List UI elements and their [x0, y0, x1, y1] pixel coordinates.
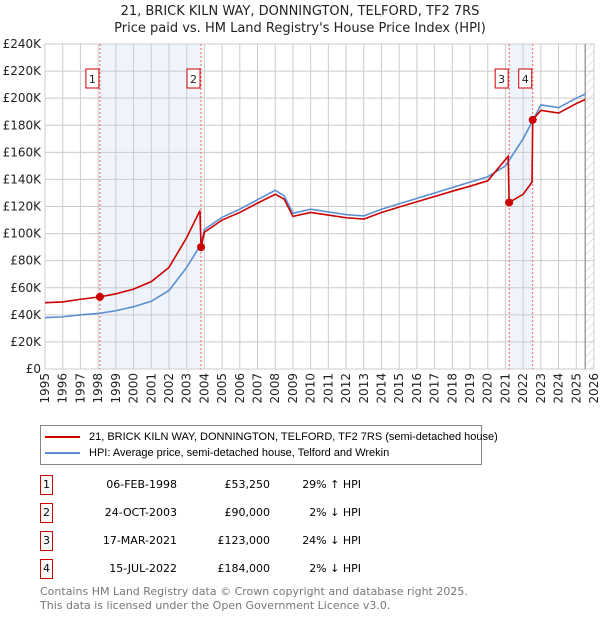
x-tick-label: 2010 [304, 373, 318, 404]
sale-label-box [85, 68, 100, 89]
sale-label-box [518, 68, 533, 89]
y-tick-label: £240K [3, 37, 43, 51]
x-tick-label: 2008 [268, 373, 282, 404]
sale-label-box [186, 68, 201, 89]
y-tick-label: £180K [3, 118, 43, 132]
sale-row: 3 17-MAR-2021 £123,000 24% ↓ HPI [40, 531, 440, 553]
footer-line-2: This data is licensed under the Open Gov… [40, 599, 391, 612]
x-tick-label: 2014 [374, 373, 388, 404]
x-tick-label: 2012 [339, 373, 353, 404]
sale-label: 2 [190, 73, 197, 86]
sale-price: £90,000 [224, 506, 271, 519]
y-tick-label: £160K [3, 145, 43, 159]
y-tick-label: £200K [3, 91, 43, 105]
x-tick-label: 2004 [197, 373, 211, 404]
y-tick-label: £80K [10, 254, 42, 268]
x-tick-label: 2024 [552, 373, 566, 404]
sale-row: 1 06-FEB-1998 £53,250 29% ↑ HPI [40, 475, 440, 497]
price-chart: £0 £20K £40K £60K £80K £100K £120K £140K £160K £1… [3, 37, 600, 404]
sale-label: 4 [522, 73, 529, 86]
sale-point [528, 115, 537, 124]
sale-hpi-diff: 29% ↑ HPI [302, 478, 361, 491]
x-tick-label: 2001 [144, 373, 158, 404]
sale-label: 1 [89, 73, 96, 86]
x-tick-label: 1995 [38, 373, 52, 404]
x-tick-label: 1997 [73, 373, 87, 404]
y-tick-label: £20K [10, 335, 42, 349]
legend-blue-line [45, 452, 80, 454]
y-tick-label: £60K [10, 281, 42, 295]
sale-date: 17-MAR-2021 [102, 534, 177, 547]
x-tick-label: 2019 [463, 373, 477, 404]
sale-marker: 1 [40, 475, 53, 495]
sale-hpi-diff: 2% ↓ HPI [309, 562, 361, 575]
sale-date: 06-FEB-1998 [106, 478, 177, 491]
sale-price: £123,000 [217, 534, 271, 547]
x-tick-label: 2025 [569, 373, 583, 404]
legend-property: 21, BRICK KILN WAY, DONNINGTON, TELFORD,… [89, 431, 498, 443]
legend-red-line [45, 436, 80, 438]
sale-price: £184,000 [217, 562, 271, 575]
sale-label-box [494, 68, 509, 89]
x-tick-label: 2016 [410, 373, 424, 404]
legend-hpi: HPI: Average price, semi-detached house,… [89, 447, 390, 459]
sale-price: £53,250 [224, 478, 271, 491]
sale-row: 4 15-JUL-2022 £184,000 2% ↓ HPI [40, 559, 440, 581]
x-tick-label: 2023 [534, 373, 548, 404]
x-tick-label: 2006 [233, 373, 247, 404]
footer-line-1: Contains HM Land Registry data © Crown c… [40, 585, 468, 598]
x-tick-label: 2021 [498, 373, 512, 404]
sale-hpi-diff: 2% ↓ HPI [309, 506, 361, 519]
legend: 21, BRICK KILN WAY, DONNINGTON, TELFORD,… [40, 425, 498, 465]
x-tick-label: 1996 [56, 373, 70, 404]
x-tick-label: 1999 [109, 373, 123, 404]
sale-date: 15-JUL-2022 [109, 562, 177, 575]
property-line [44, 98, 586, 304]
x-tick-label: 2013 [357, 373, 371, 404]
y-tick-label: £100K [3, 227, 43, 241]
x-tick-label: 2007 [251, 373, 265, 404]
chart-title: 21, BRICK KILN WAY, DONNINGTON, TELFORD,… [120, 4, 480, 19]
x-tick-label: 2020 [481, 373, 495, 404]
x-tick-label: 1998 [91, 373, 105, 404]
sale-marker: 3 [40, 531, 53, 551]
sale-point [95, 292, 104, 301]
sale-label: 3 [498, 73, 505, 86]
sale-marker: 4 [40, 559, 53, 579]
x-tick-label: 2009 [286, 373, 300, 404]
sale-hpi-diff: 24% ↓ HPI [302, 534, 361, 547]
x-tick-label: 2017 [428, 373, 442, 404]
y-tick-label: £40K [10, 308, 42, 322]
sale-date: 24-OCT-2003 [104, 506, 177, 519]
sale-row: 2 24-OCT-2003 £90,000 2% ↓ HPI [40, 503, 440, 525]
x-tick-label: 2011 [321, 373, 335, 404]
x-tick-label: 2000 [127, 373, 141, 404]
y-tick-label: £220K [3, 64, 43, 78]
y-tick-label: £0 [26, 362, 41, 376]
x-tick-label: 2002 [162, 373, 176, 404]
x-tick-label: 2015 [392, 373, 406, 404]
x-tick-label: 2026 [587, 373, 600, 404]
sale-point [505, 198, 514, 207]
x-tick-label: 2005 [215, 373, 229, 404]
y-tick-label: £140K [3, 172, 43, 186]
chart-subtitle: Price paid vs. HM Land Registry's House … [114, 21, 486, 36]
y-tick-label: £120K [3, 200, 43, 214]
sale-marker: 2 [40, 503, 53, 523]
x-tick-label: 2022 [516, 373, 530, 404]
sale-point [197, 243, 206, 252]
x-tick-label: 2003 [180, 373, 194, 404]
x-tick-label: 2018 [445, 373, 459, 404]
